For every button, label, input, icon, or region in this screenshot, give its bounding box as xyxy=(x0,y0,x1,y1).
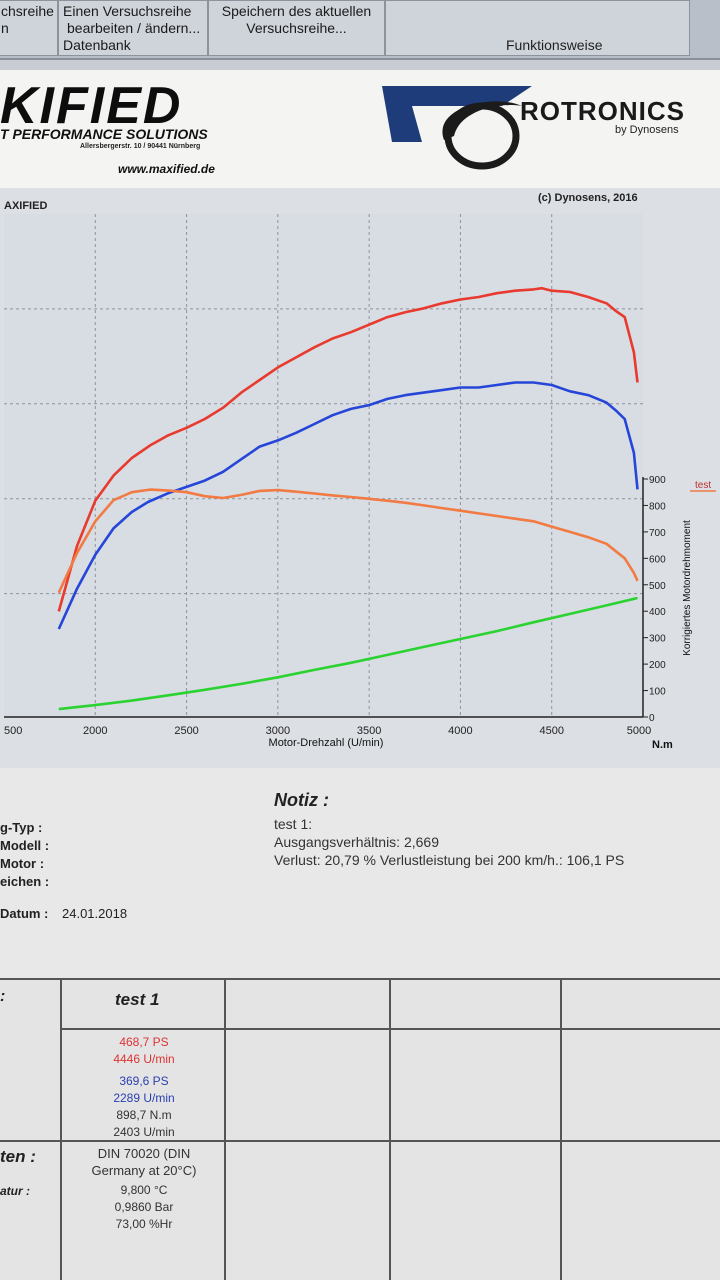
save-series-label-2: Versuchsreihe... xyxy=(246,20,347,36)
x-tick-label: 2500 xyxy=(174,725,198,737)
x-tick-label: 4000 xyxy=(448,725,472,737)
temperature-label: atur : xyxy=(0,1184,30,1198)
date-value: 24.01.2018 xyxy=(62,906,128,921)
plate-label: eichen : xyxy=(0,874,50,889)
edit-series-button[interactable]: Einen Versuchsreihe bearbeiten / ändern.… xyxy=(58,0,208,56)
save-series-button[interactable]: Speichern des aktuellen Versuchsreihe... xyxy=(208,0,385,56)
function-label: Funktionsweise xyxy=(506,37,603,53)
notes-title: Notiz : xyxy=(274,790,329,810)
vehicle-type-label: g-Typ : xyxy=(0,820,43,835)
conditions-label: ten : xyxy=(0,1147,36,1166)
table-divider xyxy=(60,980,62,1280)
dynosens-byline: by Dynosens xyxy=(615,124,679,136)
y2-unit-label: N.m xyxy=(652,739,673,751)
edit-series-label-1: Einen Versuchsreihe xyxy=(63,3,192,19)
results-column-title: test 1 xyxy=(115,990,160,1009)
table-divider xyxy=(560,980,562,1280)
max-torque-rpm: 2403 U/min xyxy=(113,1125,175,1139)
series-button-label-1: chsreihe xyxy=(1,3,54,19)
y2-tick-label: 800 xyxy=(649,501,666,512)
database-label: Datenbank xyxy=(63,37,131,53)
edit-series-label-2: bearbeiten / ändern... xyxy=(67,20,201,36)
wheel-power-rpm: 2289 U/min xyxy=(113,1091,175,1105)
rotronics-brand-name: ROTRONICS xyxy=(520,96,685,126)
x-tick-label: 500 xyxy=(4,725,22,737)
save-series-label-1: Speichern des aktuellen xyxy=(221,3,372,19)
function-panel[interactable]: Funktionsweise xyxy=(385,0,690,56)
y2-tick-label: 200 xyxy=(649,660,666,671)
power-curve-blue xyxy=(57,381,639,630)
max-power-value: 468,7 PS xyxy=(119,1035,169,1049)
y2-tick-label: 700 xyxy=(649,528,666,539)
legend-label: test xyxy=(695,480,711,491)
y2-tick-label: 600 xyxy=(649,554,666,565)
rotronics-swoosh-logo xyxy=(382,86,532,170)
norm-line-1: DIN 70020 (DIN xyxy=(97,1146,191,1161)
torque-curve-orange xyxy=(57,488,639,594)
toolbar: chsreihe n Einen Versuchsreihe bearbeite… xyxy=(0,0,720,60)
x-axis-label: Motor-Drehzahl (U/min) xyxy=(269,737,384,749)
dyno-chart-panel: 500 2000 2500 3000 3500 4000 4500 5000 0 100 200 30… xyxy=(0,188,720,768)
max-power-rpm: 4446 U/min xyxy=(113,1052,175,1066)
x-tick-label: 2000 xyxy=(83,725,107,737)
notes-panel: Notiz : test 1: Ausgangsverhältnis: 2,66… xyxy=(0,768,720,978)
table-divider xyxy=(389,980,391,1280)
y2-axis-label: Korrigiertes Motordrehmoment xyxy=(682,520,693,656)
y2-tick-label: 0 xyxy=(649,713,655,724)
temperature-value: 9,800 °C xyxy=(120,1183,168,1197)
logo-band: KIFIED T PERFORMANCE SOLUTIONS Allersber… xyxy=(0,70,720,188)
y2-tick-label: 400 xyxy=(649,607,666,618)
y2-tick-label: 500 xyxy=(649,581,666,592)
maxified-logo-text: KIFIED xyxy=(0,77,183,135)
maxified-address: Allersbergerstr. 10 / 90441 Nürnberg xyxy=(80,143,201,150)
plot-area xyxy=(4,214,643,717)
x-tick-label: 4500 xyxy=(539,725,563,737)
table-header-divider xyxy=(60,1028,720,1030)
table-section-divider xyxy=(0,1140,720,1142)
wheel-power-value: 369,6 PS xyxy=(119,1074,169,1088)
series-button[interactable]: chsreihe n xyxy=(0,0,58,56)
results-table: : test 1 468,7 PS 4446 U/min 369,6 PS 22… xyxy=(0,978,720,1280)
maxified-tagline: T PERFORMANCE SOLUTIONS xyxy=(0,126,208,142)
series-button-label-2: n xyxy=(1,20,9,36)
chart-title: AXIFIED xyxy=(4,200,48,212)
notes-line-1: test 1: xyxy=(274,816,313,832)
max-torque-value: 898,7 N.m xyxy=(116,1108,172,1122)
notes-line-3: Verlust: 20,79 % Verlustleistung bei 200… xyxy=(274,852,625,868)
loss-curve-green xyxy=(58,596,638,711)
x-tick-label: 3000 xyxy=(266,725,290,737)
norm-line-2: Germany at 20°C) xyxy=(91,1163,197,1178)
engine-label: Motor : xyxy=(0,856,45,871)
chart-copyright: (c) Dynosens, 2016 xyxy=(538,192,638,204)
humidity-value: 73,00 %Hr xyxy=(115,1217,173,1231)
notes-line-2: Ausgangsverhältnis: 2,669 xyxy=(274,834,439,850)
table-divider xyxy=(224,980,226,1280)
power-curve-red xyxy=(57,286,639,612)
maxified-url: www.maxified.de xyxy=(118,162,215,176)
y2-tick-label: 100 xyxy=(649,687,666,698)
y2-tick-label: 300 xyxy=(649,634,666,645)
y2-tick-label: 900 xyxy=(649,475,666,486)
date-label: Datum : xyxy=(0,906,49,921)
results-left-label: : xyxy=(0,988,6,1005)
x-tick-label: 5000 xyxy=(627,725,651,737)
x-tick-label: 3500 xyxy=(357,725,381,737)
model-label: Modell : xyxy=(0,838,50,853)
pressure-value: 0,9860 Bar xyxy=(114,1200,174,1214)
